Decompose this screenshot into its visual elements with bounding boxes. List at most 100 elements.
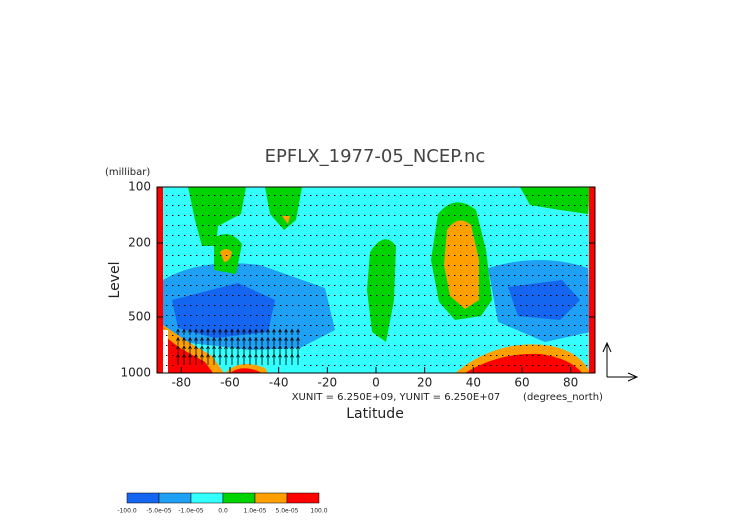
vector xyxy=(370,355,372,356)
vector xyxy=(340,365,342,366)
vector xyxy=(430,285,432,286)
vector xyxy=(358,315,360,316)
vector xyxy=(178,315,180,316)
vector xyxy=(394,285,396,286)
vector xyxy=(526,285,528,286)
vector xyxy=(364,225,366,226)
vector xyxy=(184,275,186,276)
vector xyxy=(196,215,198,216)
vector xyxy=(184,225,186,226)
vector xyxy=(328,195,330,196)
vector xyxy=(490,355,492,356)
vector xyxy=(316,245,318,246)
vector xyxy=(442,275,444,276)
vector xyxy=(388,275,390,276)
vector xyxy=(586,295,588,296)
vector xyxy=(388,365,390,366)
vector xyxy=(256,265,258,266)
vector xyxy=(166,195,168,196)
vector xyxy=(538,275,540,276)
vector xyxy=(550,345,552,346)
vector xyxy=(292,255,294,256)
vector xyxy=(550,315,552,316)
contour-region xyxy=(230,368,260,373)
vector xyxy=(310,265,312,266)
vector xyxy=(262,295,264,296)
vector xyxy=(472,365,474,366)
vector xyxy=(478,325,480,326)
vector xyxy=(400,265,402,266)
vector xyxy=(490,305,492,306)
vector xyxy=(430,355,432,356)
vector xyxy=(310,355,312,356)
vector xyxy=(460,215,462,216)
vector xyxy=(532,335,534,336)
colorbar-label: -5.0e-05 xyxy=(146,508,171,515)
vector xyxy=(340,355,342,356)
vector xyxy=(280,225,282,226)
vector xyxy=(298,285,300,286)
vector xyxy=(248,336,252,345)
vector xyxy=(436,275,438,276)
vector xyxy=(364,285,366,286)
vector xyxy=(460,205,462,206)
vector xyxy=(376,305,378,306)
vector xyxy=(394,365,396,366)
vector xyxy=(586,305,588,306)
vector xyxy=(232,265,234,266)
vector xyxy=(562,245,564,246)
vector xyxy=(568,335,570,336)
vector xyxy=(448,355,450,356)
vector xyxy=(196,285,198,286)
vector xyxy=(466,285,468,286)
vector xyxy=(370,255,372,256)
vector xyxy=(232,215,234,216)
vector xyxy=(454,275,456,276)
vector xyxy=(430,275,432,276)
vector xyxy=(544,305,546,306)
vector xyxy=(236,328,240,335)
vector xyxy=(304,285,306,286)
vector xyxy=(172,275,174,276)
vector xyxy=(178,195,180,196)
vector xyxy=(412,245,414,246)
vector xyxy=(202,195,204,196)
vector xyxy=(550,335,552,336)
vector xyxy=(190,225,192,226)
vector xyxy=(574,305,576,306)
vector xyxy=(580,225,582,226)
vector xyxy=(364,295,366,296)
vector xyxy=(418,355,420,356)
vector xyxy=(544,325,546,326)
vector xyxy=(184,305,186,306)
vector xyxy=(184,215,186,216)
vector xyxy=(238,195,240,196)
vector xyxy=(310,235,312,236)
vector xyxy=(358,265,360,266)
vector xyxy=(304,305,306,306)
vector xyxy=(448,205,450,206)
vector xyxy=(172,355,174,356)
vector xyxy=(412,265,414,266)
vector xyxy=(268,285,270,286)
vector xyxy=(346,325,348,326)
vector xyxy=(268,225,270,226)
vector xyxy=(334,265,336,266)
vector xyxy=(454,225,456,226)
vector xyxy=(454,325,456,326)
vector xyxy=(394,295,396,296)
vector xyxy=(172,285,174,286)
vector xyxy=(496,225,498,226)
vector xyxy=(556,305,558,306)
vector xyxy=(442,325,444,326)
vector xyxy=(190,215,192,216)
vector xyxy=(532,225,534,226)
vector xyxy=(208,225,210,226)
vector xyxy=(568,285,570,286)
vector xyxy=(454,315,456,316)
vector xyxy=(520,195,522,196)
vector xyxy=(418,325,420,326)
vector xyxy=(394,265,396,266)
vector xyxy=(466,255,468,256)
vector xyxy=(436,335,438,336)
